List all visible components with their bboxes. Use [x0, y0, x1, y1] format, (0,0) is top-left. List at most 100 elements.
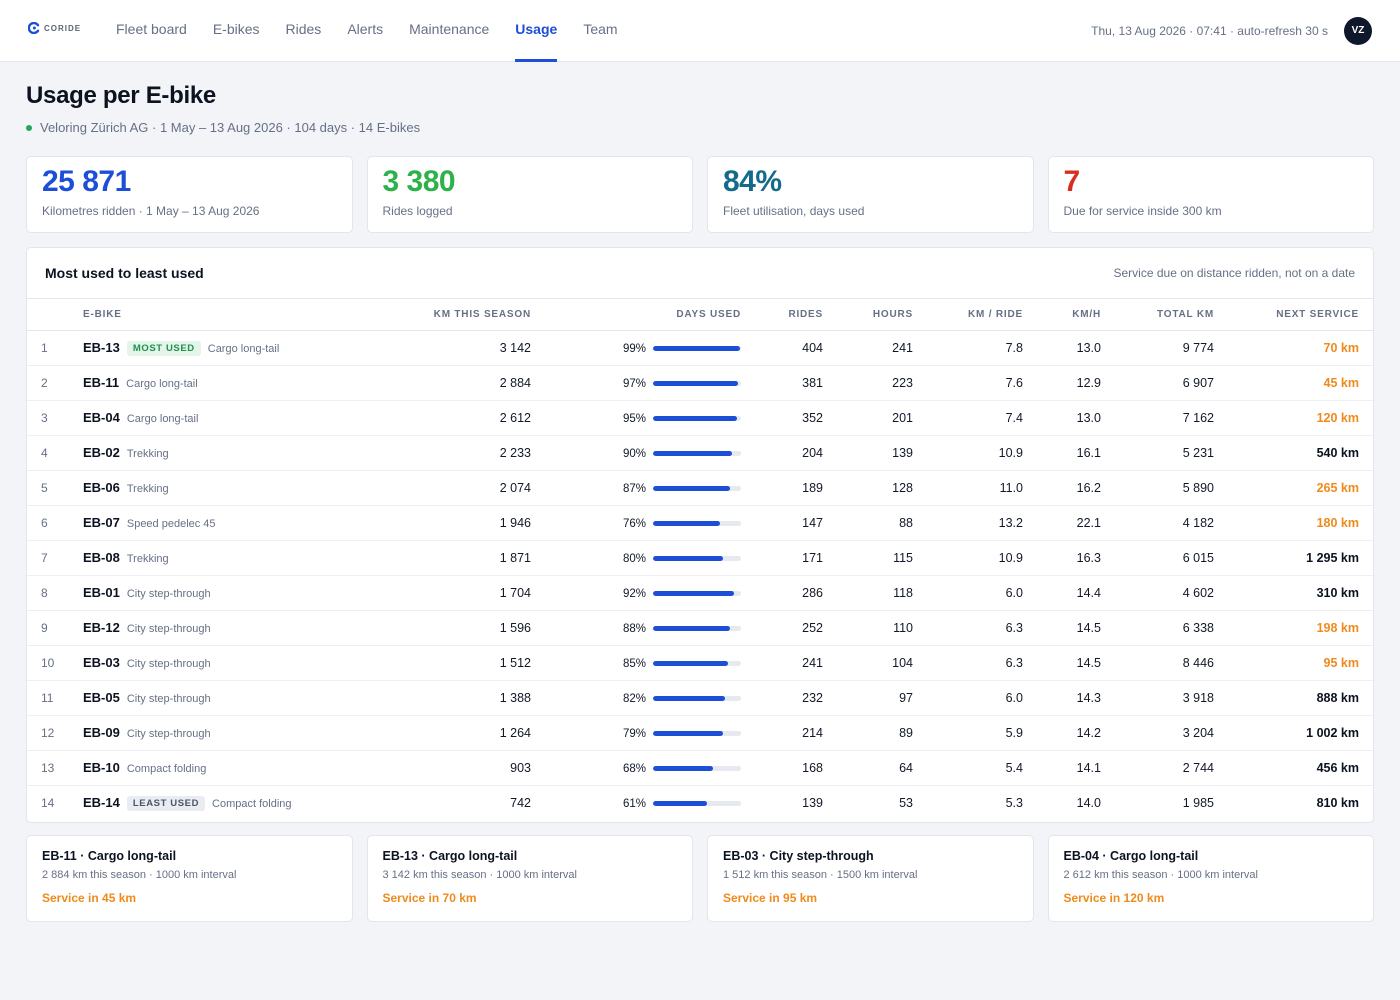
days-used-percent: 82%: [622, 692, 646, 705]
table-row[interactable]: 12 EB-09 City step-through 1 264 79% 214 89 5.9…: [27, 715, 1373, 751]
rides-cell: 352: [741, 400, 823, 436]
col-total-km[interactable]: Total km: [1101, 299, 1214, 331]
km-per-ride-cell: 6.3: [913, 645, 1023, 681]
status-badge: MOST USED: [126, 340, 201, 356]
table-row[interactable]: 6 EB-07 Speed pedelec 45 1 946 76% 147 88 13.2 2…: [27, 505, 1373, 541]
kmh-cell: 14.5: [1023, 645, 1101, 681]
nav-alerts[interactable]: Alerts: [347, 21, 384, 37]
ebike-id[interactable]: EB-13: [83, 339, 120, 355]
next-service-cell: 888 km: [1214, 680, 1373, 716]
refresh-status: Thu, 13 Aug 2026 · 07:41 · auto-refresh …: [1091, 24, 1328, 38]
nav-team[interactable]: Team: [583, 21, 618, 37]
table-row[interactable]: 10 EB-03 City step-through 1 512 85% 241 104 6.…: [27, 645, 1373, 681]
col-days-used[interactable]: Days used: [533, 299, 741, 331]
table-row[interactable]: 9 EB-12 City step-through 1 596 88% 252 110 6.3…: [27, 610, 1373, 646]
ebike-id[interactable]: EB-09: [83, 725, 120, 740]
ebike-id[interactable]: EB-01: [83, 585, 120, 600]
table-row[interactable]: 14 EB-14 LEAST USED Compact folding 742 61% 13…: [27, 785, 1373, 820]
col-next-service[interactable]: Next service: [1214, 299, 1373, 331]
service-card-title: EB-11 · Cargo long-tail: [42, 849, 177, 863]
col-ebike[interactable]: E-bike: [83, 299, 383, 331]
ebike-id[interactable]: EB-05: [83, 690, 120, 705]
service-card[interactable]: EB-13 · Cargo long-tail 3 142 km this sea…: [366, 835, 693, 922]
table-row[interactable]: 8 EB-01 City step-through 1 704 92% 286 118 6.0…: [27, 575, 1373, 611]
total-km-cell: 5 890: [1101, 470, 1214, 506]
table-row[interactable]: 7 EB-08 Trekking 1 871 80% 171 115 10.9 16.3 6 01…: [27, 540, 1373, 576]
hours-cell: 115: [823, 540, 913, 576]
nav-usage[interactable]: Usage: [515, 0, 558, 62]
ebike-type: Trekking: [126, 448, 169, 460]
kpi-value: 84%: [723, 165, 782, 198]
days-used: 80%: [623, 553, 741, 565]
rides-cell: 241: [741, 645, 823, 681]
status-dot-icon: [26, 124, 32, 131]
km-season-cell: 2 233: [383, 435, 533, 471]
total-km-cell: 8 446: [1101, 645, 1214, 681]
nav-maintenance[interactable]: Maintenance: [409, 21, 490, 37]
hours-cell: 128: [823, 470, 913, 506]
ebike-id[interactable]: EB-02: [83, 445, 120, 460]
next-service-cell: 198 km: [1214, 610, 1373, 646]
kpi-card: 7 Due for service inside 300 km: [1047, 156, 1374, 233]
service-card-due: Service in 120 km: [1063, 891, 1165, 905]
service-card[interactable]: EB-03 · City step-through 1 512 km this s…: [707, 835, 1034, 922]
km-season-cell: 3 142: [383, 330, 533, 366]
days-used: 85%: [623, 658, 741, 670]
km-per-ride-cell: 7.6: [913, 365, 1023, 401]
service-card[interactable]: EB-11 · Cargo long-tail 2 884 km this sea…: [26, 835, 353, 922]
ebike-id[interactable]: EB-14: [83, 794, 120, 810]
service-card-title: EB-04 · Cargo long-tail: [1063, 849, 1199, 863]
total-km-cell: 5 231: [1101, 435, 1214, 471]
days-used-bar: [653, 661, 741, 666]
col-kmh[interactable]: KM/H: [1023, 299, 1101, 331]
km-season-cell: 1 704: [383, 575, 533, 611]
rank-cell: 1: [27, 330, 83, 366]
days-used-bar-fill: [653, 626, 731, 631]
total-km-cell: 6 907: [1101, 365, 1214, 401]
km-season-cell: 1 871: [383, 540, 533, 576]
nav-fleet-board[interactable]: Fleet board: [116, 21, 187, 37]
ebike-cell: EB-06 Trekking: [83, 470, 383, 506]
days-used-bar-fill: [653, 661, 728, 666]
ebike-id[interactable]: EB-12: [83, 620, 120, 635]
ebike-id[interactable]: EB-04: [83, 410, 120, 425]
col-hours[interactable]: Hours: [823, 299, 913, 331]
table-row[interactable]: 4 EB-02 Trekking 2 233 90% 204 139 10.9 16.1 5 23…: [27, 435, 1373, 471]
days-used-cell: 68%: [533, 750, 741, 786]
ebike-id[interactable]: EB-11: [83, 375, 120, 390]
col-km-season[interactable]: KM this season: [383, 299, 533, 331]
table-row[interactable]: 5 EB-06 Trekking 2 074 87% 189 128 11.0 16.2 5 89…: [27, 470, 1373, 506]
table-row[interactable]: 1 EB-13 MOST USED Cargo long-tail 3 142 99% 40…: [27, 330, 1373, 366]
km-per-ride-cell: 10.9: [913, 435, 1023, 471]
total-km-cell: 6 015: [1101, 540, 1214, 576]
ebike-cell: EB-10 Compact folding: [83, 750, 383, 786]
kmh-cell: 13.0: [1023, 330, 1101, 366]
rides-cell: 171: [741, 540, 823, 576]
ebike-id[interactable]: EB-03: [83, 655, 120, 670]
days-used-bar: [653, 801, 741, 807]
days-used-cell: 87%: [533, 470, 741, 506]
ebike-id[interactable]: EB-06: [83, 480, 120, 495]
top-bar: CORIDE Fleet board E-bikes Rides Alerts Main…: [0, 0, 1400, 62]
nav-e-bikes[interactable]: E-bikes: [212, 21, 260, 37]
rides-cell: 168: [741, 750, 823, 786]
ebike-id[interactable]: EB-10: [83, 760, 120, 775]
table-row[interactable]: 13 EB-10 Compact folding 903 68% 168 64 5.4 14.1…: [27, 750, 1373, 786]
ebike-id[interactable]: EB-08: [83, 550, 120, 565]
km-season-cell: 1 264: [383, 715, 533, 751]
table-row[interactable]: 2 EB-11 Cargo long-tail 2 884 97% 381 223 7.6 12…: [27, 365, 1373, 401]
service-card[interactable]: EB-04 · Cargo long-tail 2 612 km this sea…: [1047, 835, 1374, 922]
col-km-per-ride[interactable]: KM / ride: [913, 299, 1023, 331]
avatar[interactable]: VZ: [1344, 17, 1372, 45]
ebike-id[interactable]: EB-07: [83, 515, 120, 530]
col-rides[interactable]: Rides: [741, 299, 823, 331]
next-service-cell: 810 km: [1316, 795, 1359, 810]
days-used-cell: 82%: [533, 680, 741, 716]
table-row[interactable]: 3 EB-04 Cargo long-tail 2 612 95% 352 201 7.4 13…: [27, 400, 1373, 436]
total-km-cell: 7 162: [1101, 400, 1214, 436]
logo[interactable]: CORIDE: [28, 22, 81, 34]
days-used-bar-fill: [653, 696, 726, 701]
nav-rides[interactable]: Rides: [285, 21, 322, 37]
table-row[interactable]: 11 EB-05 City step-through 1 388 82% 232 97 6.0…: [27, 680, 1373, 716]
table-title: Most used to least used: [45, 265, 204, 281]
